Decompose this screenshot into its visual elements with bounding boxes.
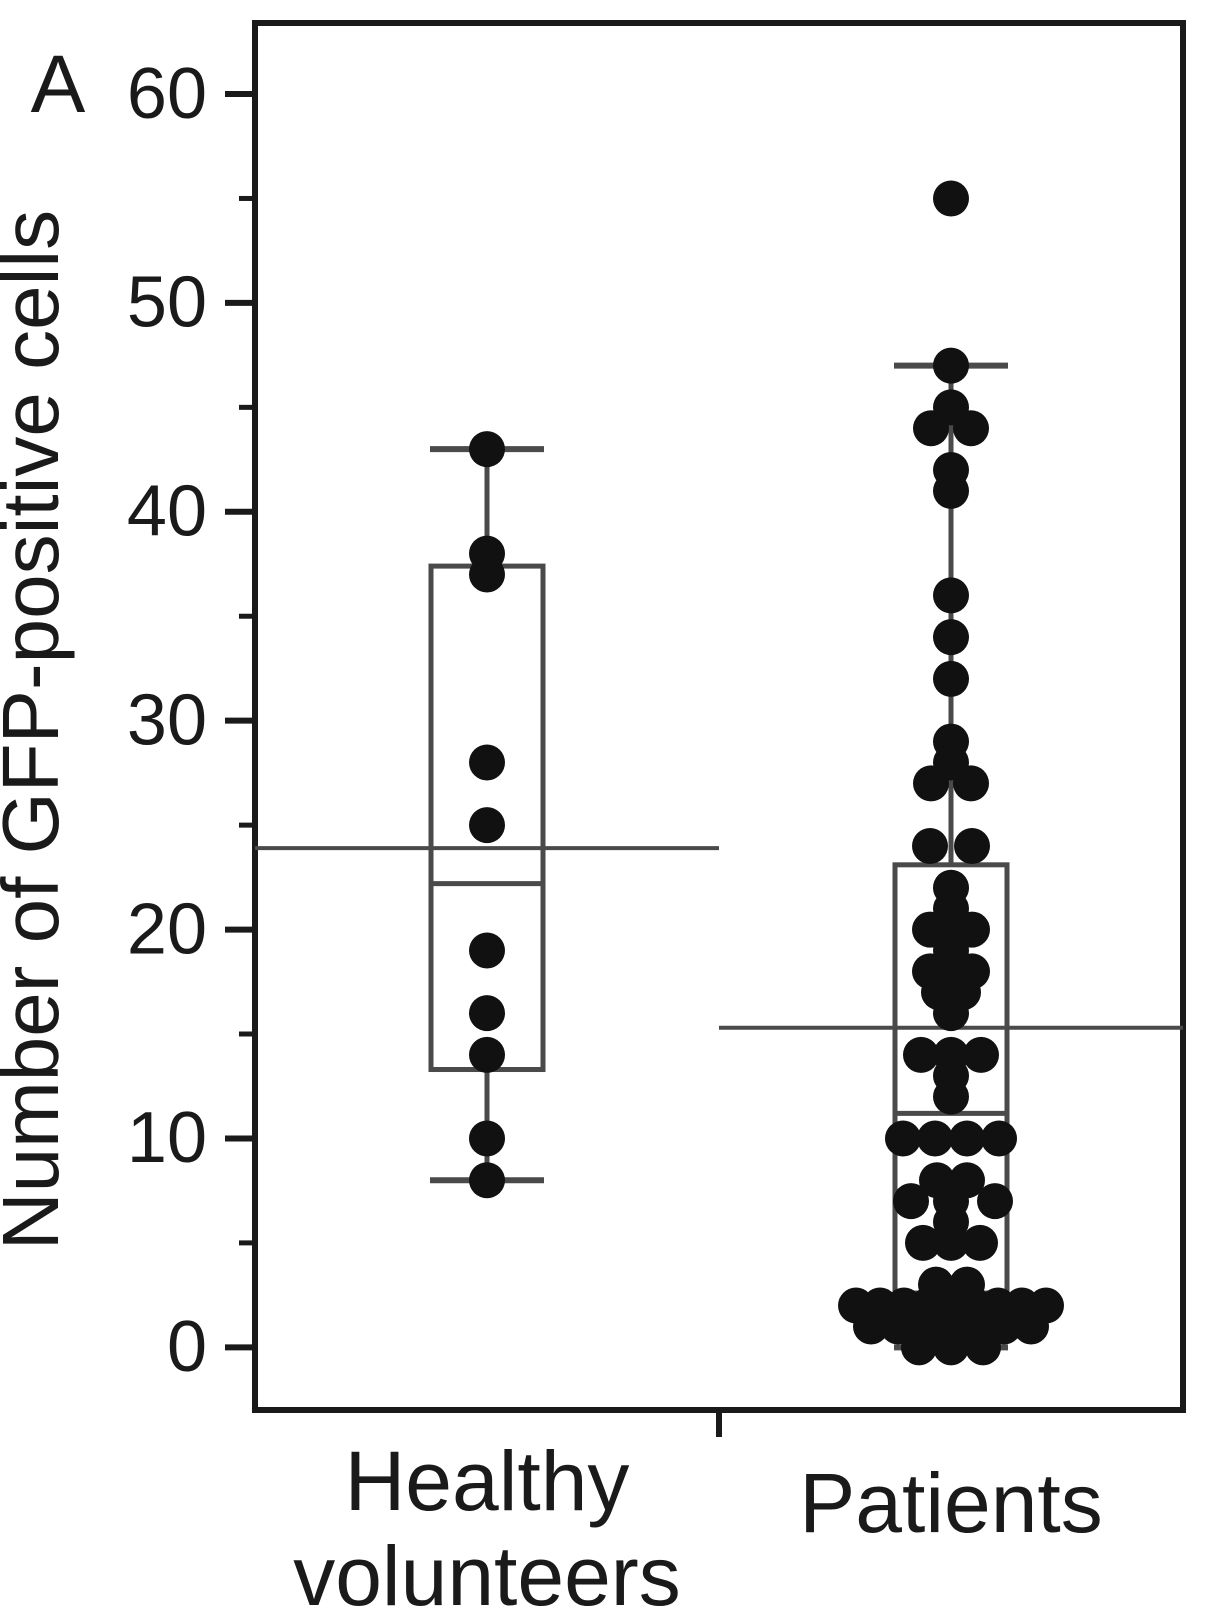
data-point bbox=[469, 995, 505, 1032]
y-axis-tick-label: 10 bbox=[127, 1098, 207, 1178]
data-point bbox=[469, 807, 505, 844]
data-point bbox=[933, 1329, 969, 1366]
data-point bbox=[933, 660, 969, 697]
data-point bbox=[469, 431, 505, 468]
data-point bbox=[933, 577, 969, 614]
data-point bbox=[853, 1308, 889, 1345]
data-point bbox=[912, 828, 948, 865]
data-point bbox=[917, 1120, 953, 1157]
data-point bbox=[933, 180, 969, 217]
data-point bbox=[953, 765, 989, 802]
x-axis-category-label: Healthy bbox=[345, 1434, 630, 1528]
data-point bbox=[981, 1120, 1017, 1157]
y-axis-tick-label: 60 bbox=[127, 54, 207, 134]
data-point bbox=[469, 1036, 505, 1073]
data-point bbox=[953, 410, 989, 447]
plot-area bbox=[252, 20, 1186, 1413]
data-point bbox=[933, 347, 969, 384]
data-point bbox=[933, 619, 969, 656]
y-axis-title: Number of GFP-positive cells bbox=[0, 210, 75, 1250]
y-axis-tick-label: 0 bbox=[167, 1307, 207, 1387]
data-point bbox=[905, 1224, 941, 1261]
y-axis-tick-label: 20 bbox=[127, 889, 207, 969]
data-point bbox=[913, 410, 949, 447]
data-point bbox=[933, 1224, 969, 1261]
data-point bbox=[933, 472, 969, 509]
data-point bbox=[962, 1224, 998, 1261]
data-point bbox=[903, 1036, 939, 1073]
panel-label: A bbox=[31, 39, 86, 130]
data-point bbox=[949, 1120, 985, 1157]
data-point bbox=[1013, 1308, 1049, 1345]
x-axis-category-label: volunteers bbox=[293, 1529, 681, 1623]
data-point bbox=[469, 744, 505, 781]
x-axis-category-label: Patients bbox=[799, 1456, 1103, 1550]
data-point bbox=[469, 556, 505, 593]
data-point bbox=[977, 1183, 1013, 1220]
data-point bbox=[469, 1162, 505, 1199]
data-point bbox=[469, 1120, 505, 1157]
data-point bbox=[933, 1078, 969, 1115]
y-axis-tick-label: 30 bbox=[127, 680, 207, 760]
data-point bbox=[954, 828, 990, 865]
data-point bbox=[885, 1120, 921, 1157]
data-point bbox=[933, 995, 969, 1032]
data-point bbox=[469, 932, 505, 969]
y-axis-tick-label: 50 bbox=[127, 263, 207, 343]
y-axis-tick-label: 40 bbox=[127, 472, 207, 552]
data-point bbox=[893, 1183, 929, 1220]
data-point bbox=[963, 1036, 999, 1073]
data-point bbox=[965, 1329, 1001, 1366]
data-point bbox=[913, 765, 949, 802]
data-point bbox=[901, 1329, 937, 1366]
